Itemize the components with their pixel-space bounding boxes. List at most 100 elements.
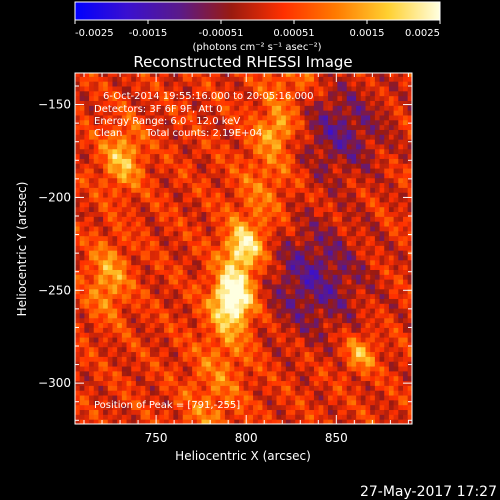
heatmap-cell [210,177,217,184]
heatmap-cell [309,298,315,304]
heatmap-cell [140,163,146,169]
heatmap-cell [173,356,179,362]
heatmap-cell [135,129,142,135]
heatmap-cell [271,139,277,145]
heatmap-cell [304,274,310,280]
heatmap-cell [332,119,338,126]
heatmap-cell [98,226,104,232]
heatmap-cell [93,114,99,121]
heatmap-cell [192,177,198,184]
heatmap-cell [356,148,362,155]
heatmap-cell [318,395,324,401]
heatmap-cell [117,192,123,198]
heatmap-cell [220,124,226,130]
heatmap-cell [257,356,263,362]
heatmap-cell [173,288,179,295]
heatmap-cell [93,337,99,343]
heatmap-cell [276,216,282,222]
heatmap-cell [374,168,381,174]
heatmap-cell [313,385,320,391]
heatmap-cell [196,274,203,280]
heatmap-cell [178,100,184,106]
heatmap-cell [84,177,90,184]
heatmap-cell [103,259,109,266]
heatmap-cell [342,250,348,256]
heatmap-cell [248,337,254,343]
heatmap-cell [98,327,104,333]
heatmap-cell [313,153,320,159]
heatmap-cell [126,134,132,140]
heatmap-cell [281,419,287,424]
heatmap-cell [201,100,207,106]
heatmap-cell [384,76,390,82]
heatmap-cell [168,211,174,217]
heatmap-cell [290,86,296,92]
heatmap-cell [243,298,249,304]
heatmap-cell [384,73,390,77]
heatmap-cell [384,380,390,386]
heatmap-cell [276,153,282,159]
heatmap-cell [337,100,343,106]
heatmap-cell [206,177,212,184]
heatmap-cell [131,129,137,135]
heatmap-cell [79,332,85,338]
heatmap-cell [121,81,128,87]
heatmap-cell [248,312,254,319]
heatmap-cell [309,163,315,169]
heatmap-cell [126,279,132,285]
heatmap-cell [304,197,310,203]
heatmap-cell [154,168,160,174]
heatmap-cell [285,230,292,237]
heatmap-cell [215,143,221,150]
heatmap-cell [164,264,170,270]
heatmap-cell [84,163,90,169]
heatmap-cell [103,172,109,179]
heatmap-cell [168,404,174,411]
heatmap-cell [318,259,324,266]
heatmap-cell [243,327,249,333]
heatmap-cell [337,86,343,92]
heatmap-cell [84,139,90,145]
heatmap-cell [107,419,113,424]
heatmap-cell [379,143,385,150]
heatmap-cell [98,337,104,343]
heatmap-cell [388,187,395,193]
heatmap-cell [201,327,207,333]
heatmap-cell [370,303,376,309]
heatmap-cell [318,356,324,362]
heatmap-cell [131,351,137,357]
heatmap-cell [342,399,348,406]
heatmap-cell [360,153,367,159]
heatmap-cell [140,419,146,424]
heatmap-cell [267,327,273,333]
heatmap-cell [384,86,390,92]
heatmap-cell [149,158,156,164]
heatmap-cell [370,414,376,420]
heatmap-cell [229,134,235,140]
heatmap-cell [323,255,329,261]
heatmap-cell [126,356,132,362]
heatmap-cell [309,73,315,77]
heatmap-cell [257,264,263,270]
heatmap-cell [262,124,268,130]
heatmap-cell [257,114,263,121]
heatmap-cell [159,95,165,101]
heatmap-cell [290,124,296,130]
heatmap-cell [304,240,310,246]
heatmap-cell [164,366,170,372]
heatmap-cell [140,303,146,309]
heatmap-cell [234,95,240,101]
heatmap-cell [295,216,301,222]
heatmap-cell [248,356,254,362]
heatmap-cell [215,105,221,111]
heatmap-cell [243,114,249,121]
heatmap-cell [346,201,352,208]
heatmap-cell [304,100,310,106]
heatmap-cell [121,346,128,353]
heatmap-cell [360,308,367,314]
heatmap-cell [145,337,151,343]
heatmap-cell [267,81,273,87]
heatmap-cell [173,90,179,97]
heatmap-cell [131,298,137,304]
heatmap-cell [178,158,184,164]
